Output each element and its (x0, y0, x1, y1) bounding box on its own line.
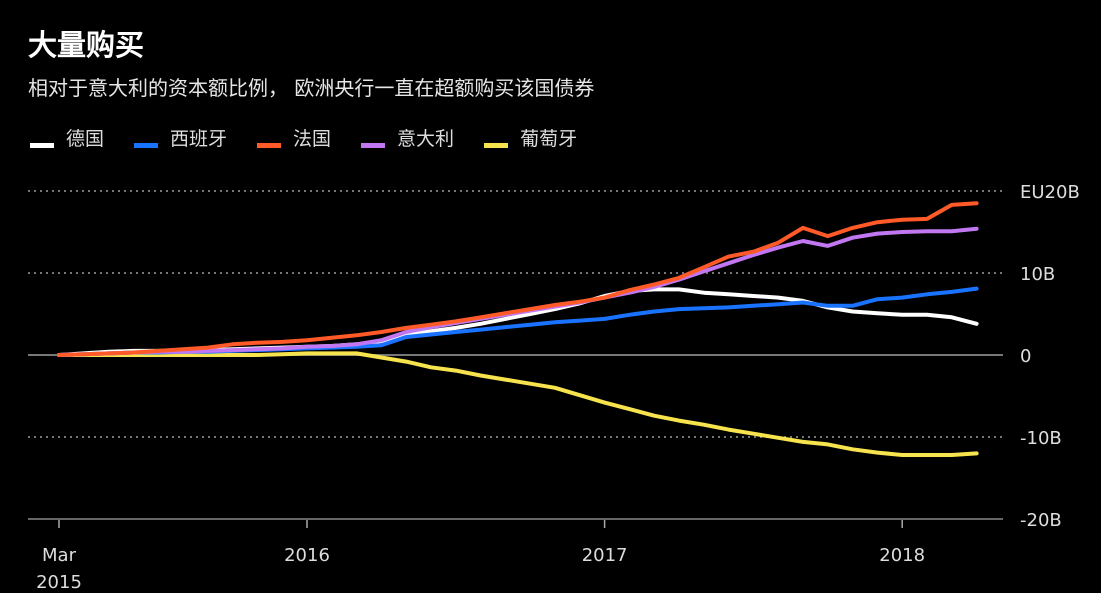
y-tick-label: -20B (1020, 510, 1062, 531)
legend-item: 德国 (30, 124, 104, 151)
y-tick-label: 10B (1020, 264, 1055, 285)
x-tick-label: 2016 (284, 545, 330, 566)
legend-swatch (361, 143, 386, 148)
x-tick-label: 2017 (582, 545, 628, 566)
legend-label: 葡萄牙 (520, 128, 578, 150)
legend-label: 法国 (293, 128, 332, 150)
series-line-2 (57, 201, 979, 357)
legend-label: 西班牙 (170, 128, 228, 150)
legend: 德国 西班牙 法国 意大利 葡萄牙 (30, 124, 607, 151)
y-tick-label: EU20B (1020, 182, 1080, 203)
x-tick-label-year: 2015 (36, 572, 82, 593)
chart-title: 大量购买 (28, 28, 145, 62)
legend-swatch (484, 143, 509, 148)
x-tick-label: 2018 (879, 545, 925, 566)
series-line-3 (57, 226, 979, 357)
legend-item: 西班牙 (134, 124, 227, 151)
legend-item: 意大利 (361, 124, 454, 151)
legend-item: 法国 (257, 124, 331, 151)
legend-label: 德国 (66, 128, 105, 150)
chart-subtitle: 相对于意大利的资本额比例， 欧洲央行一直在超额购买该国债券 (28, 76, 595, 100)
y-tick-label: -10B (1020, 428, 1062, 449)
legend-label: 意大利 (397, 128, 455, 150)
series-line-4 (57, 351, 979, 457)
legend-item: 葡萄牙 (484, 124, 577, 151)
series-line-1 (57, 286, 979, 357)
legend-swatch (30, 143, 54, 148)
y-tick-label: 0 (1020, 346, 1031, 367)
x-tick-label: Mar (42, 545, 77, 566)
series-line-0 (57, 287, 979, 357)
legend-swatch (134, 143, 159, 148)
legend-swatch (257, 143, 282, 148)
